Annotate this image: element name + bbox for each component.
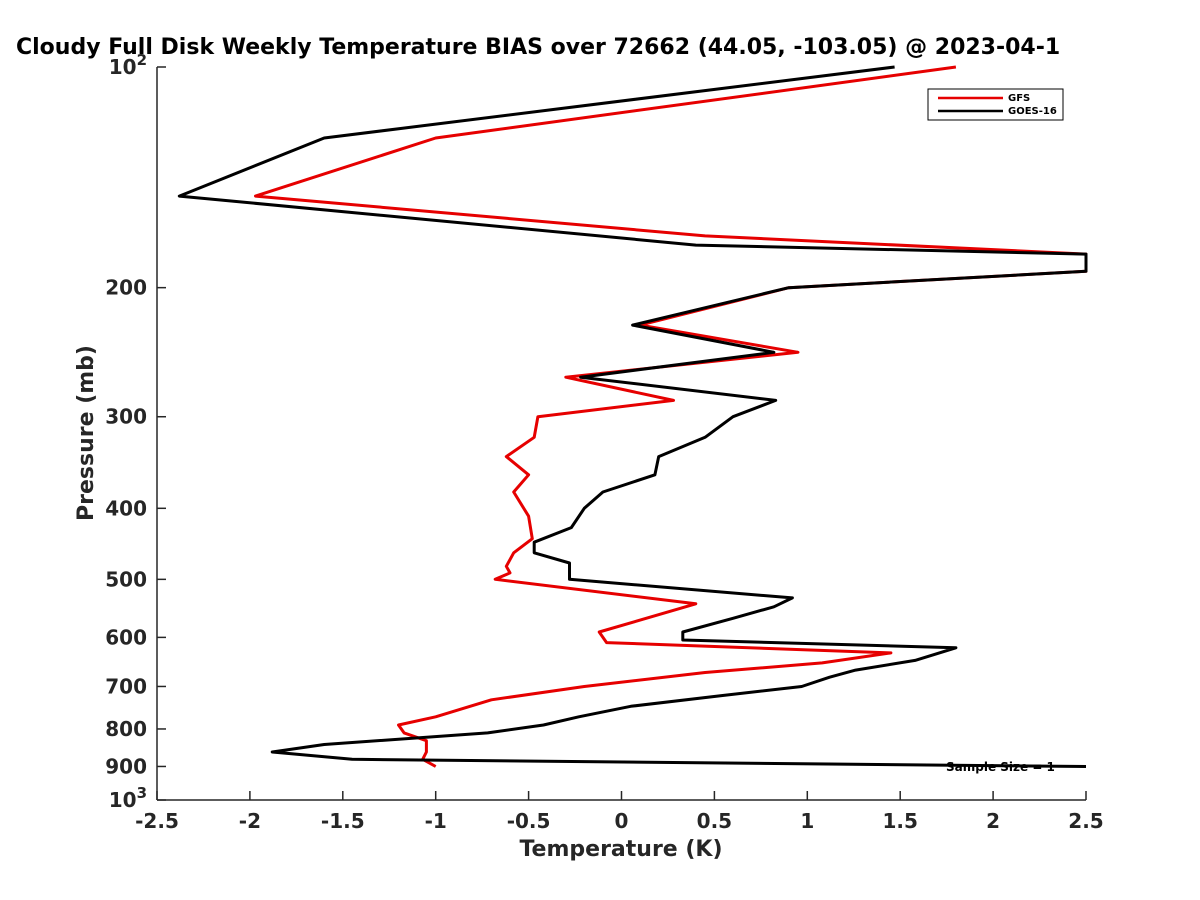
y-axis-label: Pressure (mb) xyxy=(74,345,99,521)
y-tick-label: 900 xyxy=(105,754,147,778)
chart-title: Cloudy Full Disk Weekly Temperature BIAS… xyxy=(16,35,1060,60)
x-tick-label: 2 xyxy=(986,809,1000,833)
x-tick-label: -0.5 xyxy=(507,809,551,833)
x-tick-label: 0 xyxy=(615,809,629,833)
y-tick-label: 700 xyxy=(105,674,147,698)
x-tick-group: -2.5 -2 -1.5 -1 -0.5 0 0.5 1 1.5 2 2.5 xyxy=(135,791,1104,833)
y-tick-label: 300 xyxy=(105,405,147,429)
series-line-goes-16 xyxy=(177,65,1088,768)
x-tick-label: -1 xyxy=(425,809,447,833)
y-tick-label: 200 xyxy=(105,276,147,300)
x-axis-label: Temperature (K) xyxy=(519,837,722,862)
x-tick-label: -2.5 xyxy=(135,809,179,833)
y-tick-label: 103 xyxy=(109,784,147,812)
legend-label-gfs: GFS xyxy=(1008,93,1030,104)
y-tick-label: 500 xyxy=(105,567,147,591)
legend: GFS GOES-16 xyxy=(927,88,1064,121)
y-tick-group: 102 200 300 400 500 600 700 800 900 103 xyxy=(105,51,166,812)
x-tick-label: 1.5 xyxy=(882,809,917,833)
x-tick-label: 2.5 xyxy=(1068,809,1103,833)
y-tick-label: 600 xyxy=(105,625,147,649)
sample-size-annotation: Sample Size = 1 xyxy=(946,760,1055,774)
series-layer xyxy=(177,65,1088,768)
y-tick-label: 102 xyxy=(109,51,147,79)
x-tick-label: -2 xyxy=(239,809,261,833)
y-tick-label: 800 xyxy=(105,717,147,741)
x-tick-label: 0.5 xyxy=(697,809,732,833)
plot-area xyxy=(157,67,1086,800)
x-tick-label: -1.5 xyxy=(321,809,365,833)
y-tick-label: 400 xyxy=(105,496,147,520)
legend-label-goes16: GOES-16 xyxy=(1008,106,1057,117)
x-tick-label: 1 xyxy=(800,809,814,833)
legend-box xyxy=(927,88,1064,121)
